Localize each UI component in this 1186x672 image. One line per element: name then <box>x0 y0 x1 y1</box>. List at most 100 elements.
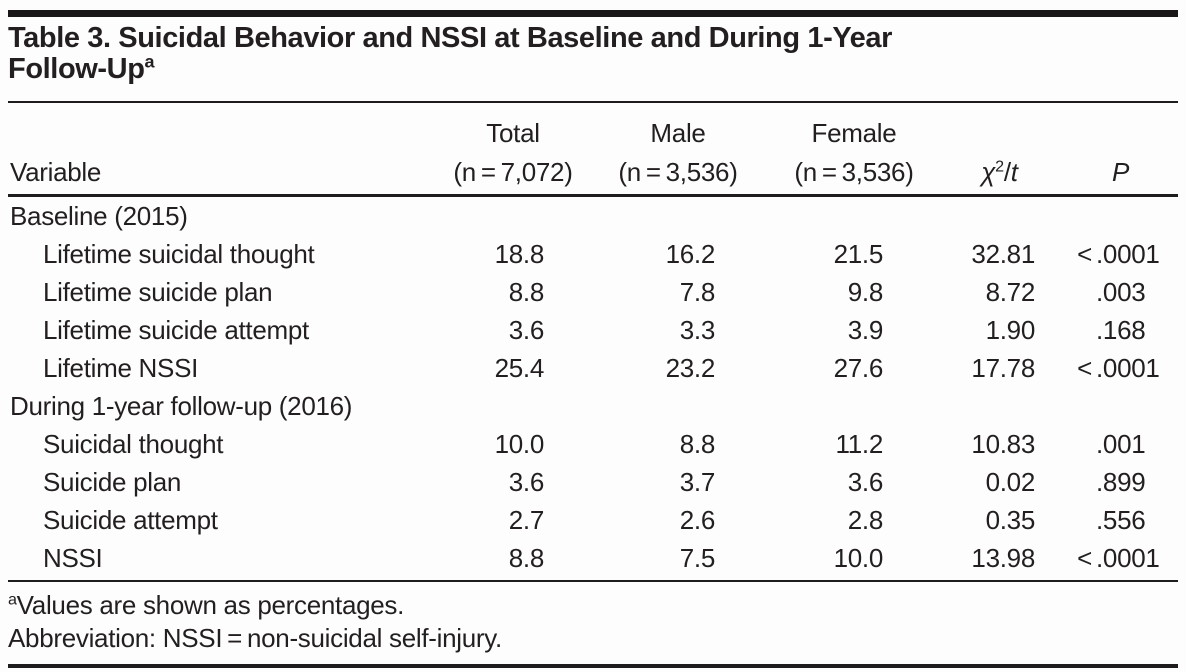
variable-cell: Suicidal thought <box>43 428 224 459</box>
footnote-rule <box>8 580 1178 582</box>
p-number: .001 <box>1096 428 1146 459</box>
female-value: 21.5 <box>833 238 884 269</box>
p-value: < .0001 <box>1043 349 1178 387</box>
section-label: Baseline (2015) <box>10 200 188 231</box>
data-table: Total Male Female Variable (n = 7,072) (… <box>8 103 1178 577</box>
chi-separator: / <box>1003 157 1011 187</box>
title-line-2: Follow-Up <box>8 53 145 85</box>
variable-cell: Lifetime suicide attempt <box>43 314 309 345</box>
table-header: Total Male Female Variable (n = 7,072) (… <box>8 103 1178 196</box>
chi-superscript: 2 <box>995 157 1004 176</box>
col-header-total: Total <box>486 118 540 148</box>
p-value-wrap: .001 <box>1043 429 1168 460</box>
variable-cell: Suicide attempt <box>43 504 218 535</box>
male-value: 16.2 <box>665 238 716 269</box>
p-value: .899 <box>1043 463 1178 501</box>
p-number: .0001 <box>1096 352 1160 383</box>
chi-t-value: 0.02 <box>985 466 1036 497</box>
total-value: 18.8 <box>494 238 545 269</box>
title-footnote-marker: a <box>144 51 155 72</box>
title-rule <box>8 101 1178 103</box>
variable-cell: Lifetime suicidal thought <box>43 238 315 269</box>
chi-t-value: 1.90 <box>985 314 1036 345</box>
header-spacer <box>928 103 1043 149</box>
col-header-chi-squared-t: χ2/t <box>928 149 1043 196</box>
table-row: Lifetime suicide plan 8.8 7.8 9.8 8.72 .003 <box>8 273 1178 311</box>
section-header-row: During 1-year follow-up (2016) <box>8 387 1178 425</box>
footnote-line: aValues are shown as percentages. <box>8 590 405 620</box>
less-than-sign: < <box>1077 542 1092 573</box>
section-label: During 1-year follow-up (2016) <box>10 390 353 421</box>
p-value-wrap: .899 <box>1043 467 1168 498</box>
p-value: .001 <box>1043 425 1178 463</box>
total-value: 8.8 <box>508 542 545 573</box>
p-value-wrap: < .0001 <box>1043 543 1168 574</box>
table-row: Suicidal thought 10.0 8.8 11.2 10.83 .001 <box>8 425 1178 463</box>
table-row: Suicide attempt 2.7 2.6 2.8 0.35 .556 <box>8 501 1178 539</box>
col-subheader-total-n: (n = 7,072) <box>453 157 573 187</box>
t-symbol: t <box>1010 157 1018 187</box>
chi-t-value: 0.35 <box>985 504 1036 535</box>
male-value: 2.6 <box>679 504 716 535</box>
table-figure: Table 3. Suicidal Behavior and NSSI at B… <box>8 0 1178 668</box>
header-row-groups: Total Male Female <box>8 103 1178 149</box>
col-header-male: Male <box>650 118 706 148</box>
male-value: 23.2 <box>665 352 716 383</box>
male-value: 3.3 <box>679 314 716 345</box>
male-value: 7.8 <box>679 276 716 307</box>
female-value: 3.6 <box>847 466 884 497</box>
male-value: 3.7 <box>679 466 716 497</box>
female-value: 2.8 <box>847 504 884 535</box>
female-value: 11.2 <box>835 428 884 459</box>
footnotes: aValues are shown as percentages. Abbrevi… <box>8 589 1178 655</box>
less-than-sign: < <box>1077 352 1092 383</box>
col-header-female: Female <box>811 118 897 148</box>
table-title: Table 3. Suicidal Behavior and NSSI at B… <box>8 23 1178 85</box>
table-row: NSSI 8.8 7.5 10.0 13.98 < .0001 <box>8 539 1178 577</box>
male-value: 8.8 <box>679 428 716 459</box>
total-value: 8.8 <box>508 276 545 307</box>
chi-symbol: χ <box>981 157 996 187</box>
total-value: 2.7 <box>508 504 545 535</box>
chi-t-value: 8.72 <box>985 276 1036 307</box>
p-value: < .0001 <box>1043 539 1178 577</box>
table-body: Baseline (2015) Lifetime suicidal thought… <box>8 196 1178 578</box>
p-value-wrap: .003 <box>1043 277 1168 308</box>
total-value: 10.0 <box>494 428 545 459</box>
footnote-line: Abbreviation: NSSI = non-suicidal self-i… <box>8 623 502 653</box>
male-value: 7.5 <box>679 542 716 573</box>
title-line-1: Table 3. Suicidal Behavior and NSSI at B… <box>8 22 893 54</box>
p-value: .556 <box>1043 501 1178 539</box>
table-row: Lifetime NSSI 25.4 23.2 27.6 17.78 < .0001 <box>8 349 1178 387</box>
p-value: < .0001 <box>1043 235 1178 273</box>
chi-t-value: 13.98 <box>971 542 1035 573</box>
total-value: 3.6 <box>508 314 545 345</box>
table-row: Lifetime suicide attempt 3.6 3.3 3.9 1.90 .16… <box>8 311 1178 349</box>
p-value-wrap: < .0001 <box>1043 353 1168 384</box>
col-subheader-male-n: (n = 3,536) <box>618 157 738 187</box>
p-number: .0001 <box>1096 542 1160 573</box>
p-value-wrap: .556 <box>1043 505 1168 536</box>
variable-cell: Lifetime NSSI <box>43 352 199 383</box>
female-value: 27.6 <box>833 352 884 383</box>
footnote-marker: a <box>8 590 17 609</box>
p-number: .899 <box>1096 466 1146 497</box>
chi-t-value: 17.78 <box>971 352 1035 383</box>
top-bar <box>8 10 1178 17</box>
female-value: 3.9 <box>847 314 884 345</box>
female-value: 10.0 <box>833 542 884 573</box>
female-value: 9.8 <box>847 276 884 307</box>
p-number: .168 <box>1096 314 1146 345</box>
col-header-variable: Variable <box>10 157 102 187</box>
p-number: .0001 <box>1096 238 1160 269</box>
p-number: .003 <box>1096 276 1146 307</box>
chi-t-value: 10.83 <box>971 428 1035 459</box>
col-subheader-female-n: (n = 3,536) <box>794 157 914 187</box>
p-value: .168 <box>1043 311 1178 349</box>
header-row-sub: Variable (n = 7,072) (n = 3,536) (n = 3,… <box>8 149 1178 196</box>
variable-cell: Suicide plan <box>43 466 182 497</box>
total-value: 25.4 <box>494 352 545 383</box>
p-number: .556 <box>1096 504 1146 535</box>
chi-t-value: 32.81 <box>971 238 1035 269</box>
col-header-p: P <box>1111 157 1130 187</box>
